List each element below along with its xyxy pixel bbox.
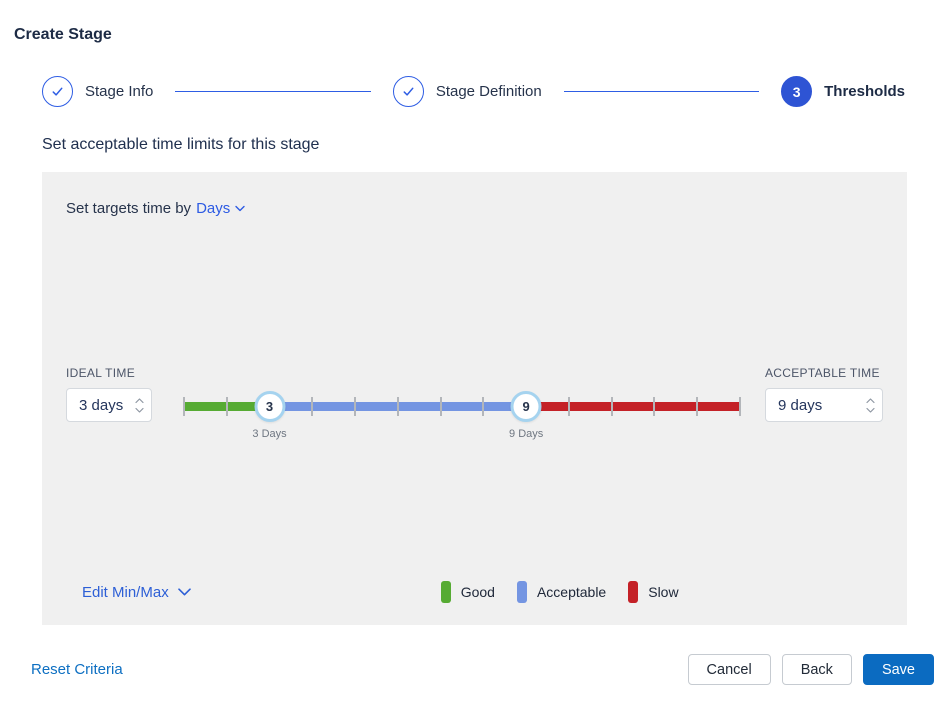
stepper-connector	[175, 91, 371, 92]
slider-tick	[311, 397, 314, 416]
good-color-chip	[440, 581, 451, 603]
panel-bottom-row: Edit Min/Max Good Acceptable Slow	[82, 581, 883, 603]
threshold-slider: 3 3 Days 9 9 Days	[183, 366, 741, 444]
legend: Good Acceptable Slow	[440, 581, 679, 603]
legend-label: Good	[460, 584, 495, 600]
edit-minmax-link[interactable]: Edit Min/Max	[82, 584, 191, 601]
step-complete-check-icon	[42, 76, 73, 107]
acceptable-time-input-wrap	[765, 388, 883, 422]
ideal-time-handle[interactable]: 3	[254, 391, 286, 422]
step-stage-definition[interactable]: Stage Definition	[392, 76, 542, 107]
legend-item-acceptable: Acceptable	[516, 581, 607, 603]
ideal-time-stepper[interactable]	[135, 389, 144, 421]
save-button[interactable]: Save	[862, 654, 934, 685]
acceptable-time-handle-label: 9 Days	[509, 428, 544, 440]
time-unit-dropdown[interactable]: Days	[196, 200, 245, 217]
stepper: Stage Info Stage Definition 3 Thresholds	[42, 76, 905, 107]
footer: Reset Criteria Cancel Back Save	[31, 654, 934, 685]
acceptable-time-stepper[interactable]	[866, 389, 875, 421]
target-time-row: Set targets time by Days	[66, 200, 245, 217]
step-thresholds[interactable]: 3 Thresholds	[781, 76, 905, 107]
target-time-label: Set targets time by	[66, 200, 192, 217]
back-button[interactable]: Back	[781, 654, 852, 685]
slider-tick	[696, 397, 699, 416]
reset-criteria-link[interactable]: Reset Criteria	[31, 661, 123, 678]
slider-tick	[567, 397, 570, 416]
footer-buttons: Cancel Back Save	[687, 654, 934, 685]
slider-tick	[653, 397, 656, 416]
slow-color-chip	[628, 581, 639, 603]
step-label: Thresholds	[824, 83, 905, 100]
stepper-connector	[563, 91, 760, 92]
page-title: Create Stage	[14, 26, 112, 43]
thresholds-panel: Set targets time by Days IDEAL TIME 3 3 D…	[42, 172, 907, 625]
threshold-row: IDEAL TIME 3 3 Days 9 9 Days ACCEPTABLE TIM…	[66, 366, 883, 444]
acceptable-time-handle[interactable]: 9	[510, 391, 542, 422]
legend-item-good: Good	[440, 581, 495, 603]
slider-track[interactable]: 3 3 Days 9 9 Days	[183, 391, 741, 440]
acceptable-time-label: ACCEPTABLE TIME	[765, 366, 880, 380]
acceptable-color-chip	[516, 581, 527, 603]
step-complete-check-icon	[392, 76, 424, 107]
chevron-up-icon	[135, 397, 144, 403]
step-label: Stage Definition	[435, 83, 542, 100]
edit-minmax-label: Edit Min/Max	[82, 583, 169, 601]
step-stage-info[interactable]: Stage Info	[42, 76, 153, 107]
legend-label: Acceptable	[536, 584, 607, 600]
chevron-down-icon	[177, 588, 191, 596]
acceptable-time-input[interactable]	[766, 396, 858, 414]
slider-segment-slow	[526, 402, 740, 411]
slider-tick	[610, 397, 613, 416]
slider-tick	[439, 397, 442, 416]
chevron-down-icon	[135, 407, 144, 413]
acceptable-time-field: ACCEPTABLE TIME	[765, 366, 883, 422]
ideal-time-handle-label: 3 Days	[252, 428, 287, 440]
slider-tick	[354, 397, 357, 416]
slider-tick	[183, 397, 185, 416]
chevron-up-icon	[866, 397, 875, 403]
slider-tick	[739, 397, 741, 416]
slider-tick	[482, 397, 485, 416]
ideal-time-field: IDEAL TIME	[66, 366, 152, 422]
time-unit-value: Days	[196, 200, 231, 217]
legend-item-slow: Slow	[628, 581, 679, 603]
step-number-badge: 3	[781, 76, 813, 107]
chevron-down-icon	[866, 407, 875, 413]
cancel-button[interactable]: Cancel	[687, 654, 771, 685]
slider-tick	[396, 397, 399, 416]
step-label: Stage Info	[85, 83, 154, 100]
ideal-time-input[interactable]	[67, 396, 127, 414]
chevron-down-icon	[235, 205, 245, 212]
ideal-time-label: IDEAL TIME	[66, 366, 136, 380]
slider-tick	[225, 397, 228, 416]
legend-label: Slow	[648, 584, 679, 600]
ideal-time-input-wrap	[66, 388, 152, 422]
section-heading: Set acceptable time limits for this stag…	[42, 136, 320, 153]
